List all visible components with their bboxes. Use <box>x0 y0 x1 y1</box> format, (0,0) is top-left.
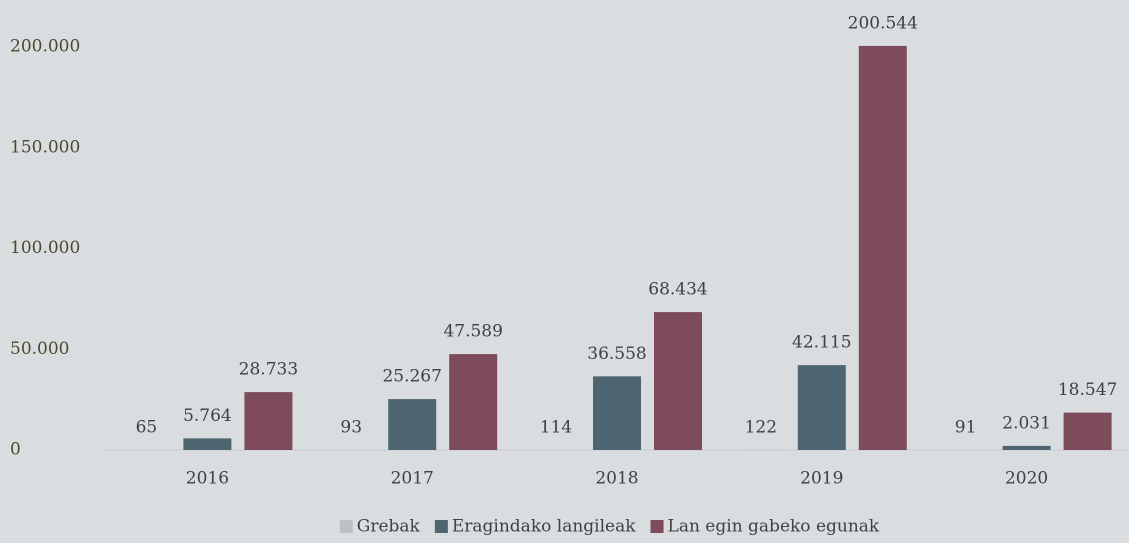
value-label: 36.558 <box>587 344 646 364</box>
legend-swatch <box>434 520 448 533</box>
value-label: 114 <box>540 417 572 437</box>
legend-swatch <box>650 520 664 533</box>
value-label: 68.434 <box>648 280 707 300</box>
value-label: 25.267 <box>382 367 441 387</box>
y-tick-label: 200.000 <box>10 37 80 57</box>
bar <box>858 45 907 450</box>
bar <box>593 376 641 450</box>
value-label: 200.544 <box>848 13 918 33</box>
value-label: 5.764 <box>183 406 232 426</box>
bar <box>183 438 232 450</box>
value-label: 47.589 <box>443 322 502 342</box>
bar <box>244 392 293 450</box>
y-tick-label: 100.000 <box>10 238 80 258</box>
value-label: 2.031 <box>1002 413 1051 433</box>
y-tick-label: 50.000 <box>10 339 69 359</box>
bar <box>797 365 846 450</box>
x-tick-label: 2018 <box>595 469 638 489</box>
legend-label: Grebak <box>357 517 421 537</box>
x-tick-label: 2019 <box>800 469 843 489</box>
x-tick-label: 2020 <box>1005 469 1048 489</box>
x-tick-label: 2017 <box>391 469 434 489</box>
value-label: 42.115 <box>792 333 851 353</box>
y-tick-label: 0 <box>10 440 21 460</box>
value-label: 122 <box>745 417 777 437</box>
bar <box>1002 445 1051 450</box>
bar <box>388 399 437 450</box>
value-label: 65 <box>136 417 158 437</box>
bar <box>449 354 498 450</box>
x-tick-label: 2016 <box>186 469 229 489</box>
legend-label: Eragindako langileak <box>452 517 636 537</box>
legend-label: Lan egin gabeko egunak <box>668 517 880 537</box>
value-label: 91 <box>955 417 977 437</box>
value-label: 18.547 <box>1058 380 1117 400</box>
value-label: 28.733 <box>239 360 298 380</box>
value-label: 93 <box>340 417 362 437</box>
legend-swatch <box>339 520 353 533</box>
bar <box>1063 412 1112 450</box>
bar <box>654 312 702 450</box>
y-tick-label: 150.000 <box>10 137 80 157</box>
